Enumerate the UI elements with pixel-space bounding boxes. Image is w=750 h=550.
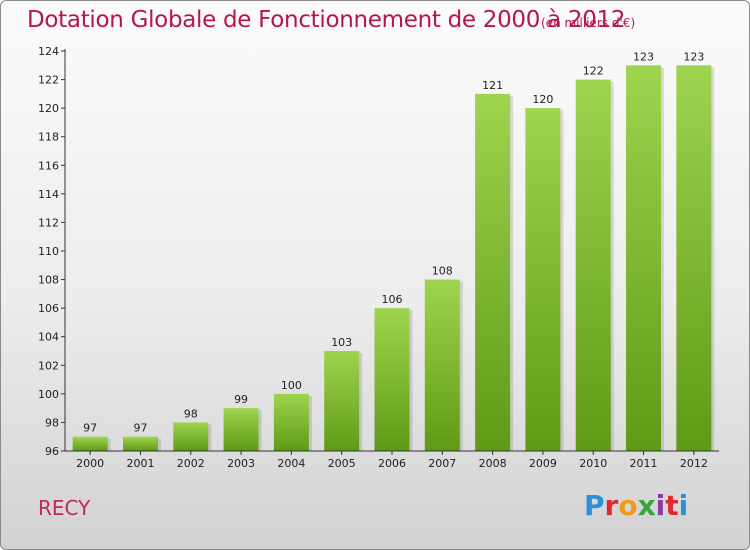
bar-value-label-2009: 120: [532, 93, 553, 106]
y-tick-label-118: 118: [38, 131, 59, 144]
y-tick-label-96: 96: [45, 445, 59, 458]
bar-2003: [223, 408, 259, 451]
x-tick-label-2010: 2010: [579, 457, 607, 470]
x-tick-label-2009: 2009: [529, 457, 557, 470]
proxiti-logo: Proxiti: [584, 489, 688, 522]
y-tick-label-98: 98: [45, 416, 59, 429]
y-tick-label-100: 100: [38, 388, 59, 401]
logo-letter: o: [618, 489, 638, 522]
y-tick-label-120: 120: [38, 102, 59, 115]
bar-2001: [122, 436, 158, 451]
y-tick-label-104: 104: [38, 331, 59, 344]
y-tick-label-114: 114: [38, 188, 59, 201]
bar-value-label-2006: 106: [382, 293, 403, 306]
x-tick-label-2005: 2005: [328, 457, 356, 470]
bar-value-label-2002: 98: [184, 407, 198, 420]
y-tick-label-102: 102: [38, 359, 59, 372]
y-tick-label-108: 108: [38, 274, 59, 287]
bar-value-label-2000: 97: [83, 422, 97, 435]
y-tick-label-106: 106: [38, 302, 59, 315]
logo-letter: P: [584, 489, 605, 522]
x-tick-label-2007: 2007: [428, 457, 456, 470]
x-tick-label-2003: 2003: [227, 457, 255, 470]
x-tick-label-2002: 2002: [177, 457, 205, 470]
bar-2009: [525, 108, 561, 452]
x-tick-label-2012: 2012: [680, 457, 708, 470]
y-tick-label-122: 122: [38, 74, 59, 87]
bar-value-label-2001: 97: [133, 422, 147, 435]
bar-2004: [273, 393, 309, 451]
chart-title: Dotation Globale de Fonctionnement de 20…: [27, 7, 626, 33]
bar-2000: [72, 436, 108, 451]
x-tick-label-2006: 2006: [378, 457, 406, 470]
commune-name: RECY: [38, 496, 91, 520]
y-tick-label-112: 112: [38, 216, 59, 229]
bar-value-label-2004: 100: [281, 379, 302, 392]
x-tick-label-2011: 2011: [630, 457, 658, 470]
bar-value-label-2012: 123: [683, 50, 704, 63]
y-tick-label-116: 116: [38, 159, 59, 172]
x-tick-label-2004: 2004: [277, 457, 305, 470]
chart-subtitle: (en milliers d'€): [541, 16, 636, 30]
logo-letter: i: [655, 489, 666, 522]
bar-2002: [173, 422, 209, 451]
bar-value-label-2007: 108: [432, 265, 453, 278]
x-tick-label-2008: 2008: [479, 457, 507, 470]
logo-letter: r: [604, 489, 619, 522]
logo-letter: t: [665, 489, 679, 522]
x-tick-label-2000: 2000: [76, 457, 104, 470]
logo-letter: i: [678, 489, 689, 522]
bar-2011: [626, 65, 662, 452]
bar-2005: [324, 351, 360, 451]
logo-letter: x: [637, 489, 656, 522]
bar-value-label-2003: 99: [234, 393, 248, 406]
x-tick-label-2001: 2001: [126, 457, 154, 470]
bar-2006: [374, 308, 410, 451]
bar-value-label-2011: 123: [633, 50, 654, 63]
bar-value-label-2005: 103: [331, 336, 352, 349]
y-tick-label-124: 124: [38, 45, 59, 58]
y-tick-label-110: 110: [38, 245, 59, 258]
bar-value-label-2008: 121: [482, 79, 503, 92]
bar-2008: [475, 93, 511, 451]
bar-2007: [424, 279, 460, 451]
bar-value-label-2010: 122: [583, 65, 604, 78]
bar-2012: [676, 65, 712, 452]
bar-2010: [575, 79, 611, 452]
